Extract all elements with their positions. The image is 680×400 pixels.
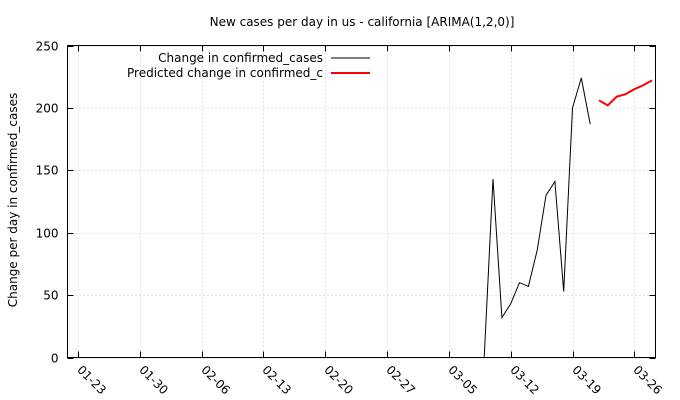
y-tick-label: 200 [36,102,59,116]
x-tick-label: 02-06 [198,363,233,398]
chart-title: New cases per day in us - california [AR… [210,15,515,29]
series-line-predicted [598,79,653,107]
series-line-actual [483,77,591,358]
x-tick-label: 03-19 [569,363,604,398]
axis-ticks: 0 50 100 150 200 250 01-23 01-30 02-06 02-13 02-20… [36,40,665,398]
legend-label: Change in confirmed_cases [158,51,323,65]
x-tick-label: 03-05 [445,363,480,398]
y-tick-label: 250 [36,40,59,54]
x-tick-label: 01-23 [74,363,109,398]
x-tick-label: 02-13 [259,363,294,398]
x-tick-label: 01-30 [136,363,171,398]
x-tick-label: 02-20 [321,363,356,398]
x-tick-label: 02-27 [383,363,418,398]
x-tick-label: 03-12 [507,363,542,398]
x-tick-label: 03-26 [630,363,665,398]
y-tick-label: 150 [36,164,59,178]
y-axis-label: Change per day in confirmed_cases [6,93,20,308]
y-tick-label: 100 [36,227,59,241]
y-tick-label: 0 [51,352,59,366]
series-lines [483,77,653,358]
plot-frame [67,45,656,358]
legend-label: Predicted change in confirmed_c [127,66,323,80]
grid-lines [67,45,656,359]
y-tick-label: 50 [43,289,58,303]
